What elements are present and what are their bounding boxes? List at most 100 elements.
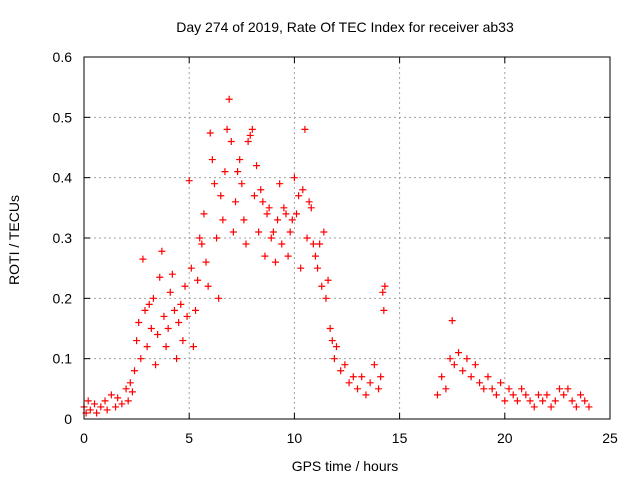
data-point [480,385,488,393]
data-point [160,312,168,320]
data-point [556,385,564,393]
data-point [229,228,237,236]
data-point [305,198,313,206]
y-tick-label: 0 [64,411,72,427]
data-point [170,306,178,314]
data-point [349,373,357,381]
data-point [217,192,225,200]
data-point [263,210,271,218]
data-point [250,192,258,200]
data-point [564,385,572,393]
data-point [200,210,208,218]
data-point [471,361,479,369]
data-point [253,162,261,170]
data-point [210,180,218,188]
data-point [86,406,94,414]
data-point [225,95,233,103]
chart-title: Day 274 of 2019, Rate Of TEC Index for r… [176,19,514,35]
data-point [362,391,370,399]
data-point [330,355,338,363]
data-point [238,180,246,188]
data-point [539,397,547,405]
x-tick-label: 10 [287,430,303,446]
data-point [366,379,374,387]
data-point [194,276,202,284]
data-point [149,294,157,302]
data-point [463,355,471,363]
data-point [179,337,187,345]
data-point [505,385,513,393]
grid-lines [84,57,610,419]
data-point [240,216,248,224]
data-point [276,180,284,188]
data-point [282,210,290,218]
data-point [223,125,231,133]
data-point [141,306,149,314]
data-point [274,216,282,224]
data-point [97,403,105,411]
data-point [173,355,181,363]
data-point [118,400,126,408]
data-point [202,258,210,266]
data-point [122,385,130,393]
data-point [513,397,521,405]
data-point [124,397,132,405]
data-point [488,385,496,393]
y-tick-label: 0.1 [53,351,73,367]
data-point [446,355,454,363]
data-point [379,288,387,296]
data-point [585,403,593,411]
y-tick-label: 0.6 [53,49,73,65]
data-point [438,373,446,381]
data-point [278,240,286,248]
data-point [187,264,195,272]
data-point [128,388,136,396]
data-point [112,403,120,411]
data-point [375,385,383,393]
data-point [358,373,366,381]
data-point [162,343,170,351]
data-point [522,391,530,399]
data-point [577,391,585,399]
data-point [126,379,134,387]
y-axis-label: ROTI / TECUs [6,195,22,285]
y-tick-label: 0.2 [53,290,73,306]
data-point [267,234,275,242]
data-point [147,325,155,332]
data-point [568,397,576,405]
data-point [183,312,191,320]
data-points [80,95,593,417]
data-point [198,240,206,248]
data-point [114,394,122,402]
data-point [320,228,328,236]
data-point [345,379,353,387]
data-point [293,210,301,218]
data-point [581,397,589,405]
data-point [244,137,252,145]
data-point [509,391,517,399]
data-point [288,216,296,224]
data-point [107,391,115,399]
data-point [175,318,183,326]
x-axis-label: GPS time / hours [292,458,399,474]
data-point [476,379,484,387]
x-tick-label: 5 [185,430,193,446]
data-point [450,361,458,369]
data-point [442,385,450,393]
data-point [484,373,492,381]
data-point [101,397,109,405]
data-point [158,247,166,255]
data-point [337,367,345,375]
data-point [530,403,538,411]
data-point [206,129,214,137]
data-point [560,391,568,399]
data-point [309,240,317,248]
data-point [139,255,147,263]
data-point [208,156,216,164]
data-point [286,228,294,236]
data-point [290,174,298,182]
data-point [204,282,212,290]
data-point [181,282,189,290]
data-point [177,300,185,308]
y-axis-tick-labels: 0 0.1 0.2 0.3 0.4 0.5 0.6 [53,49,73,427]
